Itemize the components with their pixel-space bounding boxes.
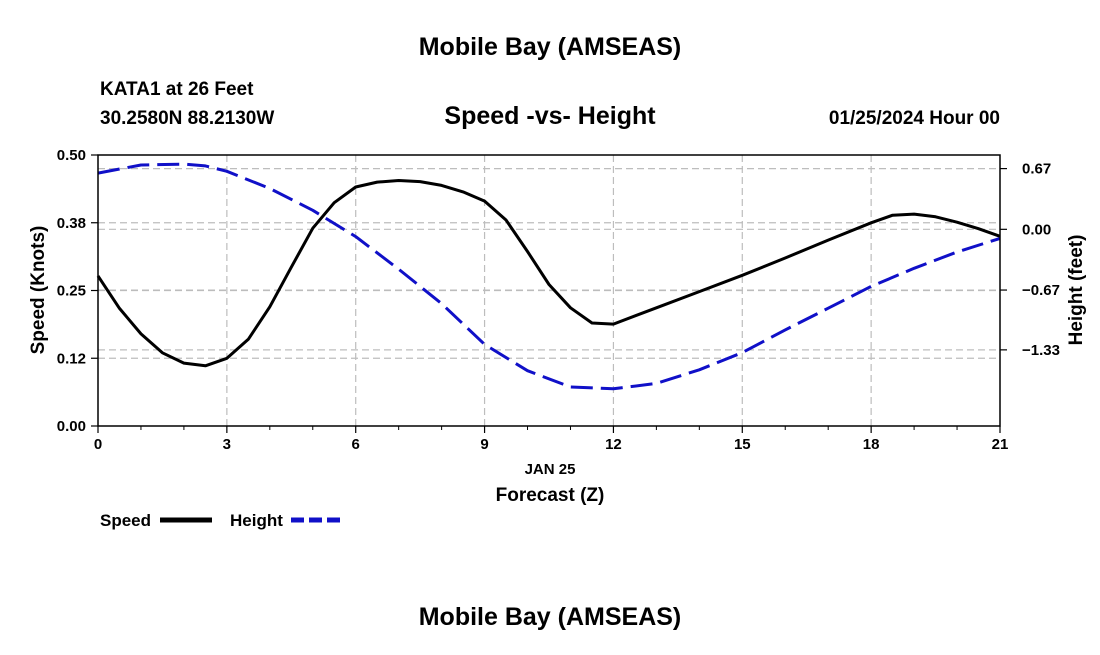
y-tick-label: 0.38 bbox=[57, 215, 86, 232]
bottom-title: Mobile Bay (AMSEAS) bbox=[419, 603, 682, 631]
y-tick-label: 0.12 bbox=[57, 350, 86, 367]
x-tick-label: 9 bbox=[480, 436, 488, 453]
x-tick-label: 18 bbox=[863, 436, 880, 453]
chart-subtitle: Speed -vs- Height bbox=[444, 102, 656, 130]
y2-tick-label: −0.67 bbox=[1022, 282, 1060, 299]
y2-axis-label: Height (feet) bbox=[1066, 235, 1087, 346]
legend: Speed Height bbox=[100, 511, 342, 530]
station-label: KATA1 at 26 Feet bbox=[100, 79, 254, 100]
x-tick-label: 6 bbox=[352, 436, 360, 453]
y2-tick-label: 0.67 bbox=[1022, 161, 1051, 178]
legend-speed-label: Speed bbox=[100, 511, 151, 530]
x-axis-label: Forecast (Z) bbox=[496, 485, 605, 506]
y2-tick-label: −1.33 bbox=[1022, 342, 1060, 359]
x-tick-label: 15 bbox=[734, 436, 751, 453]
y-axis-label: Speed (Knots) bbox=[28, 226, 49, 355]
legend-height-label: Height bbox=[230, 511, 283, 530]
x-tick-label: 21 bbox=[992, 436, 1009, 453]
datetime-label: 01/25/2024 Hour 00 bbox=[829, 108, 1000, 129]
x-tick-label: 0 bbox=[94, 436, 102, 453]
y-tick-label: 0.50 bbox=[57, 147, 86, 164]
y-tick-label: 0.25 bbox=[57, 283, 86, 300]
plot-frame bbox=[97, 154, 1001, 427]
y-tick-label: 0.00 bbox=[57, 418, 86, 435]
axis-ticks: 0 3 6 9 12 15 18 21 0.00 0.12 0.25 0.38 0.50 0.67 0.00… bbox=[57, 147, 1060, 453]
height-series-line bbox=[97, 162, 1001, 391]
y2-tick-label: 0.00 bbox=[1022, 221, 1051, 238]
coords-label: 30.2580N 88.2130W bbox=[100, 108, 274, 129]
x-tick-label: 12 bbox=[605, 436, 622, 453]
x-date-label: JAN 25 bbox=[525, 461, 576, 478]
top-title: Mobile Bay (AMSEAS) bbox=[419, 33, 682, 61]
speed-series-line bbox=[96, 179, 1001, 368]
x-tick-label: 3 bbox=[223, 436, 231, 453]
series-lines bbox=[96, 162, 1001, 391]
